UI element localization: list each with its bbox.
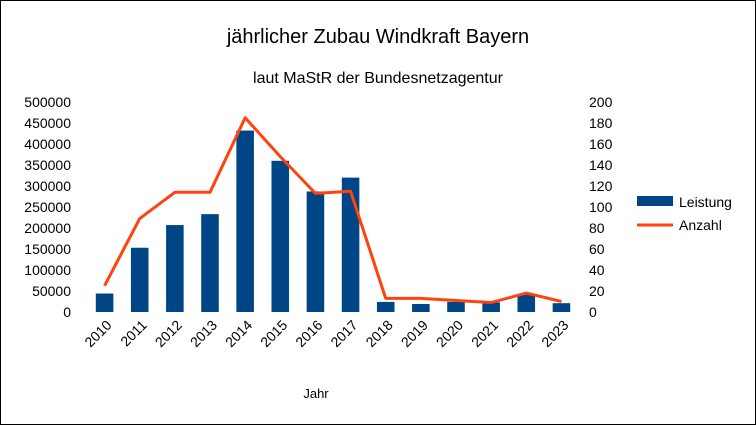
y-left-tick-label: 300000 (24, 178, 71, 194)
x-tick-label: 2018 (362, 317, 395, 350)
bar (95, 293, 114, 312)
x-tick-label: 2021 (468, 317, 501, 350)
bar (271, 160, 290, 312)
bar (306, 191, 325, 312)
y-right-tick-label: 100 (589, 199, 613, 215)
bar (517, 293, 536, 312)
bar (482, 302, 500, 312)
x-tick-label: 2012 (152, 317, 185, 350)
bar (552, 303, 571, 312)
y-axis-right: 0 20 40 60 80 100 120 140 160 180 200 (589, 94, 613, 320)
y-right-tick-label: 180 (589, 115, 613, 131)
series-line (103, 116, 562, 305)
y-left-tick-label: 200000 (24, 220, 71, 236)
x-tick-label: 2011 (117, 317, 150, 350)
bar (376, 301, 395, 312)
bar (166, 225, 184, 312)
chart-subtitle: laut MaStR der Bundesnetzagentur (253, 70, 504, 87)
y-right-tick-label: 0 (589, 304, 597, 320)
y-right-tick-label: 160 (589, 136, 613, 152)
legend-label-anzahl: Anzahl (679, 217, 722, 233)
y-right-tick-label: 200 (589, 94, 613, 110)
line-series (103, 116, 562, 305)
bar (130, 247, 149, 312)
bar (412, 304, 430, 312)
x-axis-label: Jahr (303, 386, 329, 401)
x-tick-label: 2015 (257, 317, 290, 350)
y-right-tick-label: 120 (589, 178, 613, 194)
x-tick-label: 2010 (81, 317, 114, 350)
bar (236, 130, 254, 312)
bar (447, 301, 465, 312)
legend-label-leistung: Leistung (679, 194, 732, 210)
y-left-tick-label: 400000 (24, 136, 71, 152)
y-right-tick-label: 40 (589, 262, 605, 278)
legend: Leistung Anzahl (637, 194, 732, 233)
y-left-tick-label: 350000 (24, 157, 71, 173)
x-tick-label: 2016 (292, 317, 325, 350)
y-right-tick-label: 140 (589, 157, 613, 173)
x-axis: 2010 2011 2012 2013 2014 2015 2016 2017 2018 2019… (81, 317, 571, 350)
x-tick-label: 2019 (398, 317, 431, 350)
y-left-tick-label: 500000 (24, 94, 71, 110)
x-tick-label: 2017 (327, 317, 360, 350)
y-axis-left: 0 50000 100000 150000 200000 250000 300000 3500… (24, 94, 71, 320)
y-right-tick-label: 80 (589, 220, 605, 236)
y-left-tick-label: 150000 (24, 241, 71, 257)
x-tick-label: 2014 (222, 317, 255, 350)
bar (341, 177, 360, 312)
x-tick-label: 2022 (503, 317, 536, 350)
y-left-tick-label: 450000 (24, 115, 71, 131)
y-right-tick-label: 60 (589, 241, 605, 257)
x-tick-label: 2013 (187, 317, 220, 350)
legend-swatch-leistung (637, 196, 673, 206)
x-tick-label: 2023 (538, 317, 571, 350)
y-left-tick-label: 0 (63, 304, 71, 320)
chart-title: jährlicher Zubau Windkraft Bayern (226, 26, 529, 48)
bar (201, 214, 219, 312)
y-left-tick-label: 50000 (32, 283, 71, 299)
y-left-tick-label: 250000 (24, 199, 71, 215)
x-tick-label: 2020 (433, 317, 466, 350)
y-right-tick-label: 20 (589, 283, 605, 299)
y-left-tick-label: 100000 (24, 262, 71, 278)
bar-series (95, 130, 571, 312)
